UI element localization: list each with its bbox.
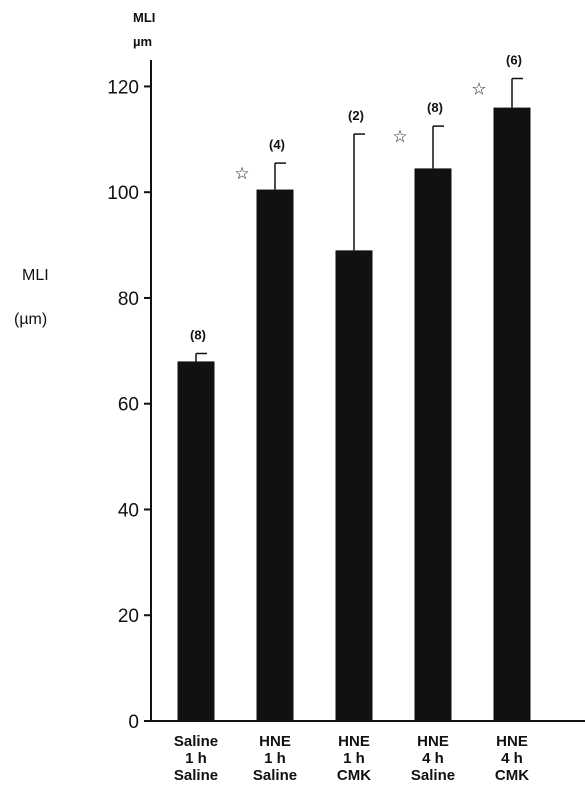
bar <box>335 250 373 722</box>
y-ticks: 0 20 40 60 80 100 120 <box>107 77 151 733</box>
x-category-label: 4 h <box>501 750 523 767</box>
sample-size-label: (2) <box>348 108 364 123</box>
sample-size-label: (6) <box>506 53 522 68</box>
x-category-label: Saline <box>411 767 455 784</box>
y-tick-label: 20 <box>118 606 139 627</box>
y-axis-unit-top-line1: MLI <box>133 10 155 25</box>
y-tick-label: 40 <box>118 500 139 521</box>
x-category-label: HNE <box>496 733 528 750</box>
y-tick-label: 100 <box>107 183 139 204</box>
x-category-label: 1 h <box>185 750 207 767</box>
x-category-label: CMK <box>337 767 371 784</box>
sample-size-label: (8) <box>190 327 206 342</box>
x-category-label: Saline <box>174 733 218 750</box>
y-axis-title-line2: (µm) <box>14 311 47 328</box>
y-tick-label: 60 <box>118 395 139 416</box>
axis-titles: MLI µm MLI (µm) <box>14 10 155 328</box>
x-category-label: 1 h <box>343 750 365 767</box>
significance-star-icon: ☆ <box>234 164 249 184</box>
x-category-label: 1 h <box>264 750 286 767</box>
y-tick-label: 80 <box>118 289 139 310</box>
y-tick-label: 0 <box>128 712 139 733</box>
sample-size-label: (4) <box>269 137 285 152</box>
bars: (8) (4) ☆ (2) (8) ☆ (6) ☆ <box>177 53 531 722</box>
significance-star-icon: ☆ <box>471 80 486 100</box>
sample-size-label: (8) <box>427 100 443 115</box>
y-axis-title-line1: MLI <box>22 267 49 284</box>
x-category-label: HNE <box>338 733 370 750</box>
x-category-label: HNE <box>259 733 291 750</box>
y-tick-label: 120 <box>107 77 139 98</box>
x-category-label: 4 h <box>422 750 444 767</box>
bar <box>493 107 531 722</box>
bar <box>414 168 452 722</box>
x-category-label: Saline <box>174 767 218 784</box>
significance-star-icon: ☆ <box>392 127 407 147</box>
x-category-label: Saline <box>253 767 297 784</box>
x-category-label: CMK <box>495 767 529 784</box>
y-axis-unit-top-line2: µm <box>133 34 152 49</box>
bar <box>177 361 215 721</box>
bar <box>256 189 294 721</box>
x-category-label: HNE <box>417 733 449 750</box>
